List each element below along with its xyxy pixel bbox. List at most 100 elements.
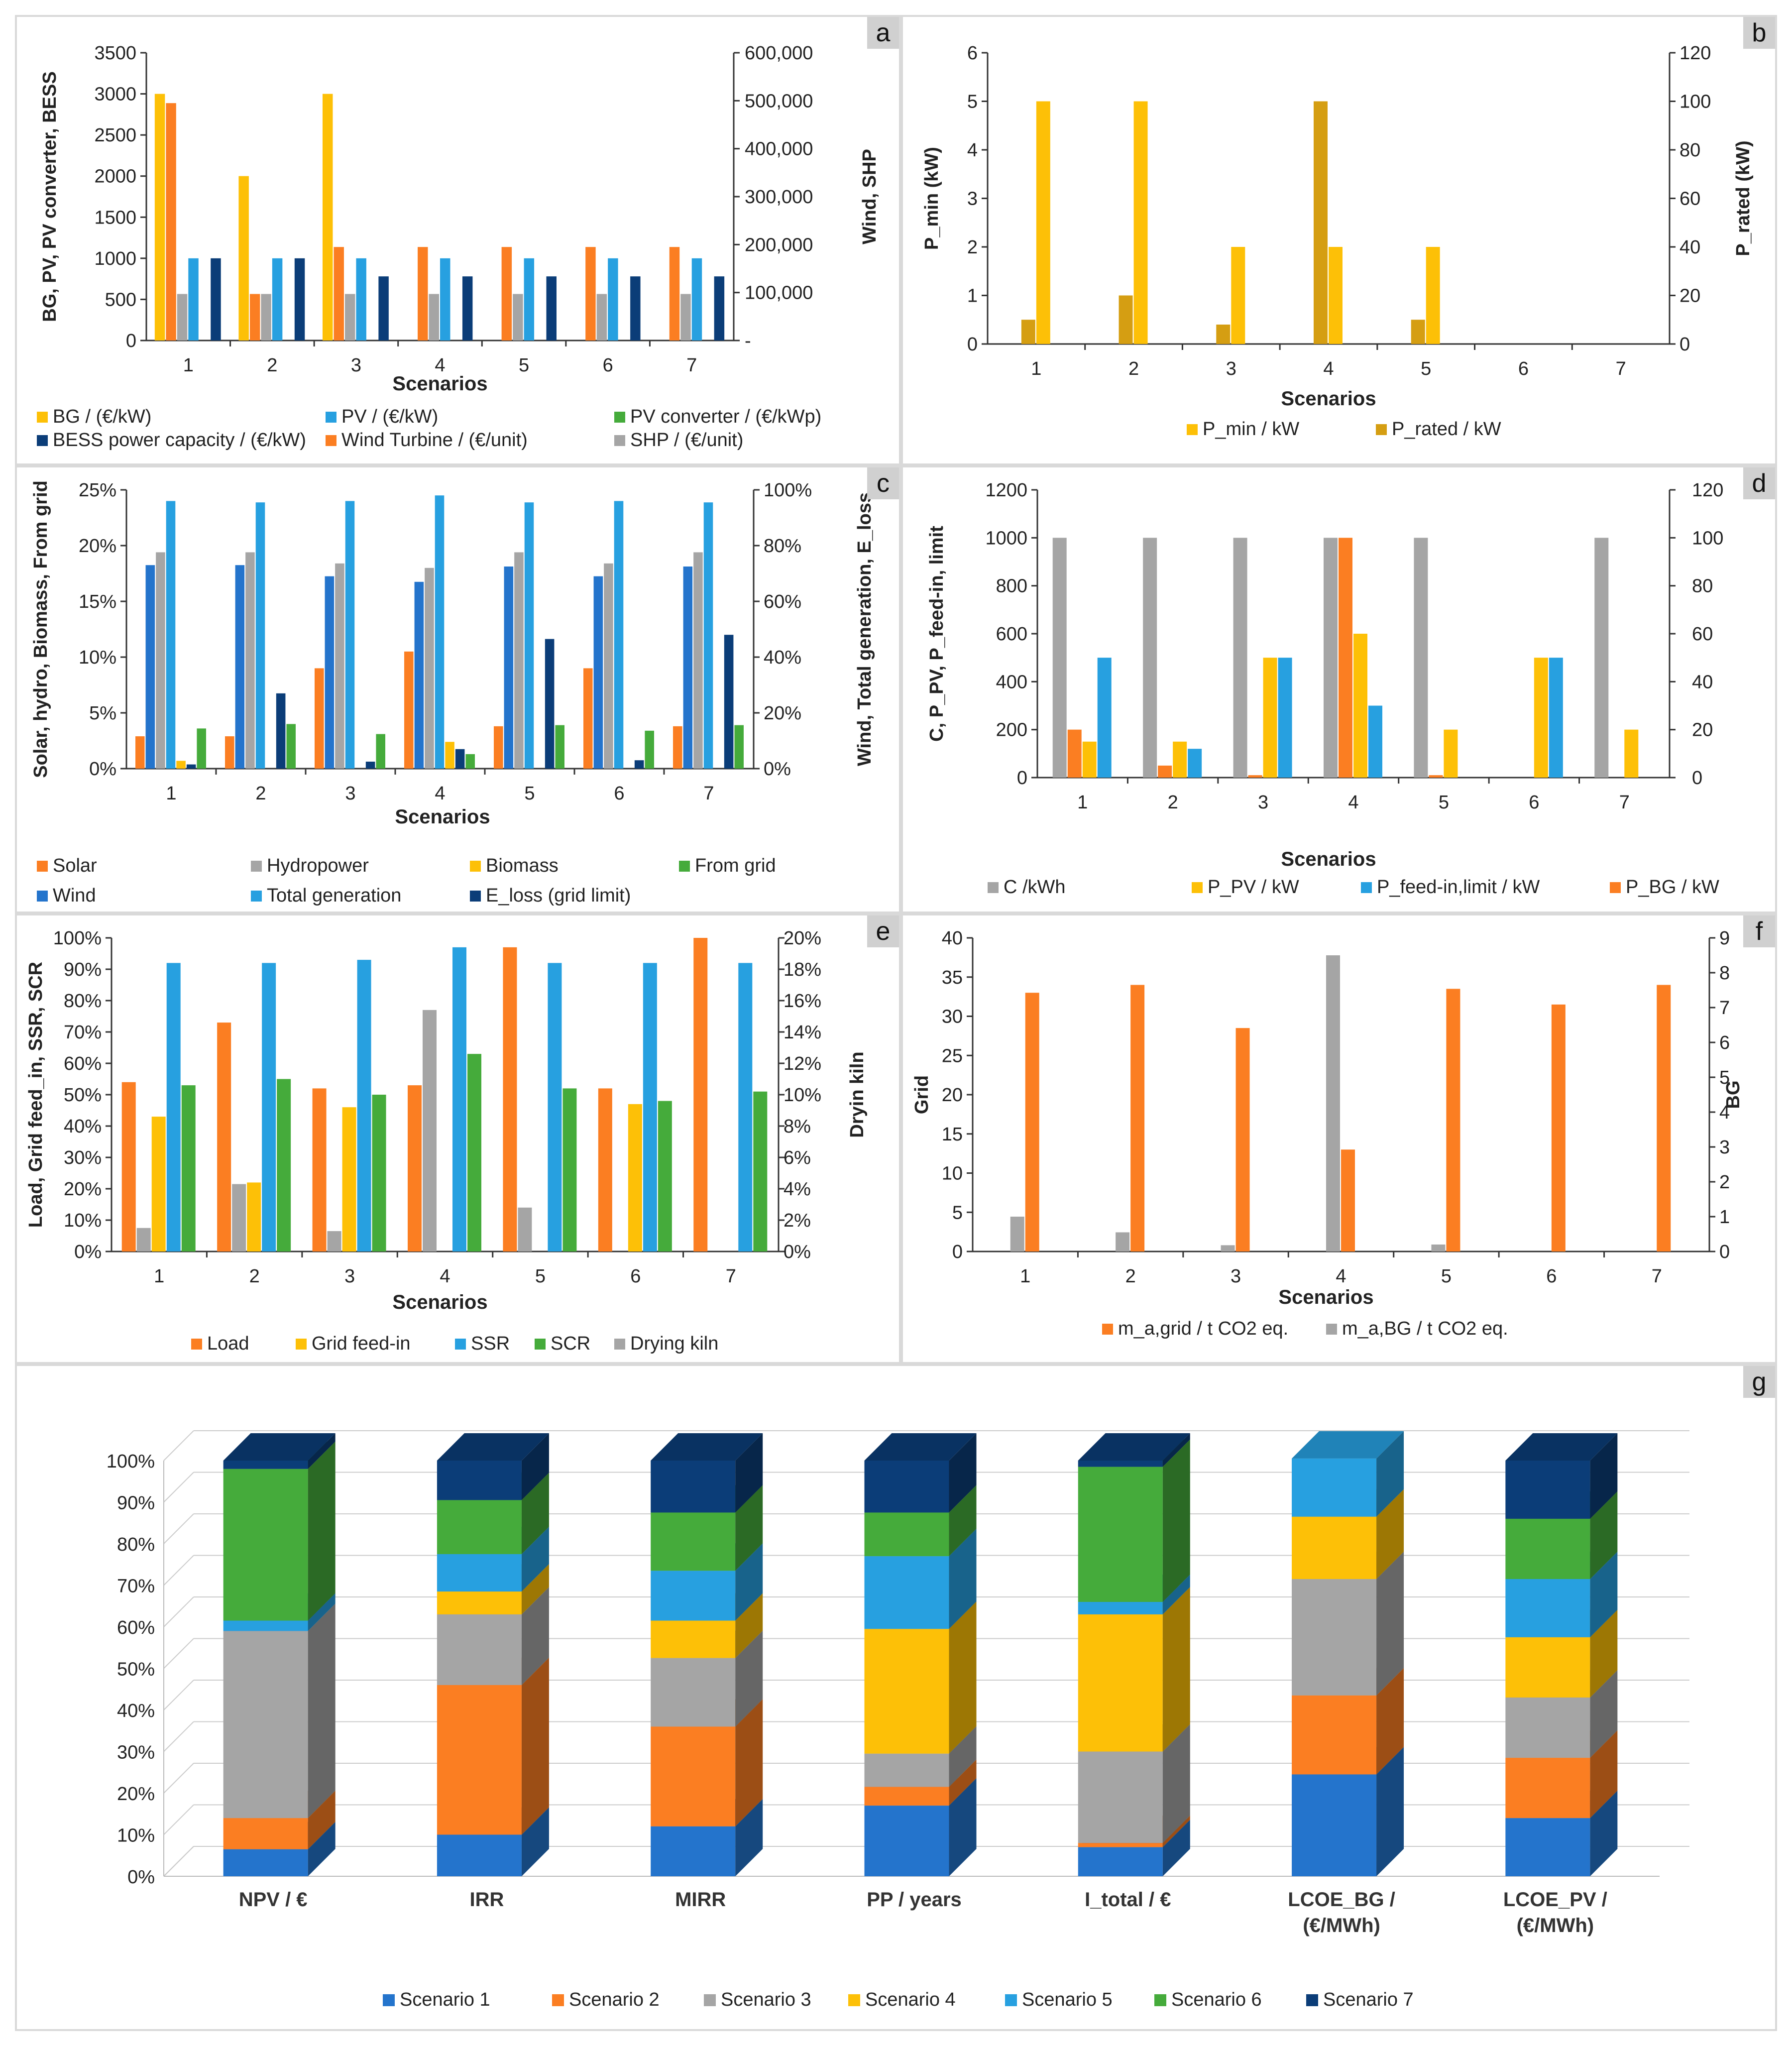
- category-label: 4: [440, 1266, 450, 1287]
- bar-from-grid-s6: [645, 730, 654, 769]
- right-tick-label: 5: [1719, 1067, 1730, 1088]
- bar-p-bg-kw-s2: [1158, 765, 1172, 778]
- panel-b-label: b: [1743, 17, 1775, 49]
- bar-side-scenario-7-i-total: [1162, 1433, 1190, 1467]
- bar-front-scenario-3-i-total: [1078, 1751, 1163, 1843]
- bar-side-scenario-6-npv: [308, 1441, 336, 1621]
- bar-side-scenario-1-mirr: [735, 1799, 763, 1876]
- bar-total-generation-s2: [255, 502, 265, 769]
- bar-m-a-grid-t-co2-eq-s6: [1551, 1004, 1566, 1251]
- gridline-side: [163, 1513, 194, 1544]
- bar-top-scenario-7-irr: [437, 1433, 549, 1461]
- category-label: 1: [1077, 792, 1088, 813]
- bar-front-scenario-5-irr: [437, 1554, 522, 1592]
- gridline-side: [163, 1804, 194, 1835]
- legend-swatch-bg-kw: [37, 412, 48, 423]
- bar-front-scenario-5-npv: [223, 1620, 308, 1631]
- legend-label-from-grid: From grid: [695, 855, 776, 876]
- bar-wind-turbine-unit-s1: [166, 103, 176, 341]
- bar-drying-kiln-s3: [327, 1231, 341, 1251]
- y-axis-title: Grid: [911, 1075, 932, 1114]
- right-tick-label: 2%: [784, 1210, 811, 1231]
- category-label-line: LCOE_PV /: [1503, 1889, 1607, 1911]
- y2-axis-title: P_rated (kW): [1733, 140, 1754, 256]
- bar-p-rated-kw-s5: [1411, 320, 1425, 344]
- legend-label-shp-unit: SHP / (€/unit): [630, 430, 743, 451]
- bar-p-bg-kw-s5: [1429, 775, 1443, 778]
- right-tick-label: 200,000: [745, 234, 813, 255]
- bar-side-scenario-6-lcoe-pv-mwh: [1590, 1491, 1618, 1579]
- legend-swatch-wind-turbine-unit: [326, 435, 336, 446]
- right-tick-label: 1: [1719, 1207, 1730, 1228]
- bar-p-feed-in-limit-kw-s1: [1097, 658, 1112, 778]
- category-label: 3: [344, 1266, 355, 1287]
- bar-total-generation-s5: [524, 502, 534, 769]
- bar-side-scenario-5-i-total: [1162, 1574, 1190, 1614]
- bar-p-pv-kw-s5: [1444, 729, 1458, 778]
- bar-p-rated-kw-s4: [1314, 101, 1328, 344]
- legend-label-ssr: SSR: [471, 1333, 510, 1354]
- right-tick-label: 4%: [784, 1179, 811, 1200]
- left-tick-label: 30: [942, 1007, 963, 1027]
- panel-d-label: d: [1743, 467, 1775, 499]
- bar-load-s7: [693, 938, 708, 1251]
- category-label: 3: [1226, 358, 1236, 379]
- bar-p-rated-kw-s3: [1216, 325, 1231, 344]
- gridline-side: [163, 1846, 194, 1877]
- gridline-side: [163, 1638, 194, 1669]
- legend-swatch-scenario-5: [1005, 1994, 1017, 2006]
- bar-front-scenario-1-mirr: [651, 1826, 736, 1876]
- category-label-lcoe-pv-mwh: LCOE_PV / (€/MWh): [1503, 1889, 1607, 1936]
- bar-grid-feed-in-s3: [342, 1107, 356, 1251]
- bar-hydropower-s1: [156, 552, 165, 769]
- y-tick-label: 90%: [117, 1493, 155, 1514]
- bar-p-bg-kw-s4: [1339, 538, 1352, 778]
- right-tick-label: 100,000: [745, 283, 813, 304]
- category-label: 2: [255, 783, 266, 804]
- bar-load-s5: [503, 947, 517, 1251]
- right-tick-label: 0%: [784, 1242, 811, 1262]
- legend-label-scenario-3: Scenario 3: [721, 1989, 811, 2010]
- category-label-mirr: MIRR: [675, 1889, 726, 1911]
- bar-front-scenario-2-lcoe-bg-mwh: [1292, 1695, 1377, 1775]
- bar-shp-unit-s2: [261, 294, 271, 341]
- x-axis-title: Scenarios: [392, 373, 487, 395]
- bar-side-scenario-7-irr: [521, 1433, 549, 1500]
- panel-c-label: c: [867, 467, 899, 499]
- bar-side-scenario-1-npv: [308, 1821, 336, 1876]
- bar-scr-s1: [181, 1085, 196, 1251]
- left-tick-label: 35: [942, 967, 963, 988]
- left-tick-label: 10%: [64, 1210, 102, 1231]
- left-tick-label: 80%: [64, 991, 102, 1012]
- bar-side-scenario-1-irr: [521, 1807, 549, 1876]
- bar-biomass-s4: [445, 742, 454, 769]
- legend-label-m-a-bg-t-co2-eq: m_a,BG / t CO2 eq.: [1342, 1318, 1508, 1339]
- legend-label-hydropower: Hydropower: [267, 855, 369, 876]
- bar-front-scenario-6-pp-years: [864, 1512, 949, 1557]
- bar-p-pv-kw-s1: [1082, 741, 1097, 778]
- y-axis-title: Load, Grid feed_in, SSR, SCR: [25, 962, 46, 1228]
- bar-m-a-bg-t-co2-eq-s5: [1431, 1245, 1446, 1251]
- left-tick-label: 0: [952, 1242, 963, 1262]
- right-tick-label: 400,000: [745, 139, 813, 160]
- bar-front-scenario-4-mirr: [651, 1620, 736, 1658]
- category-label: 7: [703, 783, 714, 804]
- right-tick-label: 40: [1692, 672, 1713, 692]
- y-tick-label: 50%: [117, 1659, 155, 1680]
- bar-bg-kw-s2: [238, 176, 249, 341]
- bar-front-scenario-4-pp-years: [864, 1629, 949, 1754]
- legend-swatch-pv-converter-kwp: [614, 412, 625, 423]
- bar-m-a-bg-t-co2-eq-s4: [1326, 955, 1340, 1251]
- bar-grid-feed-in-s2: [247, 1182, 261, 1251]
- legend-swatch-grid-feed-in: [296, 1339, 307, 1350]
- bar-shp-unit-s7: [680, 294, 691, 341]
- bar-p-bg-kw-s1: [1067, 729, 1082, 778]
- left-tick-label: 5: [952, 1202, 963, 1223]
- panel-a-label: a: [867, 17, 899, 49]
- bar-solar-s7: [673, 726, 682, 769]
- legend-swatch-shp-unit: [614, 435, 625, 446]
- right-tick-label: 80%: [764, 536, 801, 557]
- bar-hydropower-s7: [693, 552, 703, 769]
- bar-side-scenario-6-irr: [521, 1473, 549, 1554]
- bar-side-scenario-5-pp-years: [949, 1529, 977, 1629]
